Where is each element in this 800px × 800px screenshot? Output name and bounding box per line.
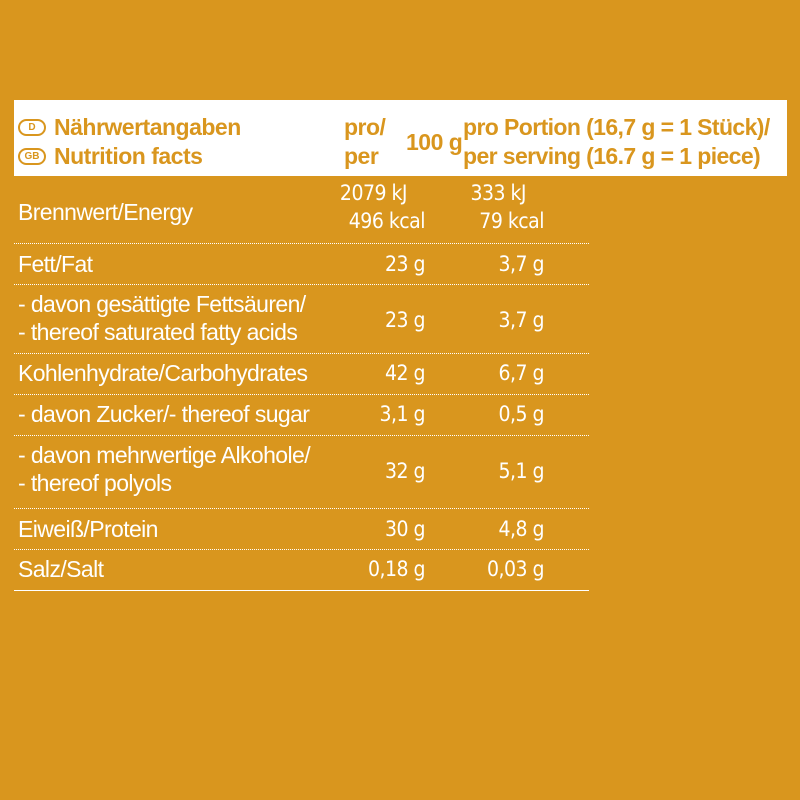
row-label-line: - thereof saturated fatty acids	[18, 319, 298, 345]
table-row-energy: Brennwert/Energy 2079 kJ 496 kcal 333 kJ 79 …	[14, 176, 589, 244]
table-row-polyols: - davon mehrwertige Alkohole/- thereof p…	[14, 436, 589, 509]
row-label: Salz/Salt	[18, 555, 104, 583]
per-100g-value-line: 42 g	[384, 361, 426, 385]
per-serving-value: 6,7 g	[498, 359, 544, 387]
english-language-badge-icon: GB	[18, 147, 46, 165]
per-serving-header-en: per serving (16.7 g = 1 piece)	[463, 143, 761, 169]
per-100g-value: 32 g	[384, 457, 426, 485]
row-label-line: Eiweiß/Protein	[18, 516, 158, 542]
per-100g-unit: 100 g	[406, 129, 463, 155]
row-label: Fett/Fat	[18, 250, 93, 278]
per-100g-value-line: 0,18 g	[367, 557, 426, 581]
row-label: Eiweiß/Protein	[18, 515, 158, 543]
per-serving-value: 0,5 g	[498, 400, 544, 428]
per-100g-value-line: 3,1 g	[379, 402, 425, 426]
per-serving-value-line: 5,1 g	[498, 459, 544, 483]
per-serving-value-line: 4,8 g	[498, 517, 544, 541]
row-label-line: - davon mehrwertige Alkohole/	[18, 442, 311, 468]
per-serving-value-line: 3,7 g	[498, 252, 544, 276]
per-serving-value-line: 79 kcal	[479, 209, 544, 233]
per-100g-value-line: 30 g	[384, 517, 426, 541]
per-serving-value-line: 6,7 g	[498, 361, 544, 385]
per-serving-value-line: 3,7 g	[498, 308, 544, 332]
per-serving-value: 5,1 g	[498, 457, 544, 485]
table-row-salt: Salz/Salt 0,18 g 0,03 g	[14, 550, 589, 591]
row-label: - davon gesättigte Fettsäuren/- thereof …	[18, 290, 306, 346]
nutrition-rows: Brennwert/Energy 2079 kJ 496 kcal 333 kJ 79 …	[14, 176, 589, 591]
row-label: - davon mehrwertige Alkohole/- thereof p…	[18, 441, 311, 497]
per-serving-value-line: 0,03 g	[486, 557, 545, 581]
per-100g-value-line: 2079 kJ	[339, 181, 408, 205]
english-title-line: GB Nutrition facts	[18, 142, 203, 170]
per-100g-value-line: 496 kcal	[348, 209, 426, 233]
per-100g-value-line: 23 g	[384, 308, 426, 332]
row-label-line: - davon Zucker/- thereof sugar	[18, 401, 310, 427]
german-title: Nährwertangaben	[54, 113, 241, 140]
per-serving-value: 3,7 g	[498, 306, 544, 334]
per-serving-value: 333 kJ 79 kcal	[470, 179, 544, 235]
per-100g-value: 23 g	[384, 306, 426, 334]
per-100g-value: 2079 kJ 496 kcal	[339, 179, 426, 235]
per-100g-header-de: pro/	[344, 114, 386, 140]
german-language-badge-icon: D	[18, 118, 46, 136]
per-100g-value: 0,18 g	[367, 555, 426, 583]
per-serving-value: 4,8 g	[498, 515, 544, 543]
table-header: D Nährwertangaben GB Nutrition facts pro…	[14, 100, 787, 176]
row-label: - davon Zucker/- thereof sugar	[18, 400, 310, 428]
per-100g-value-line: 32 g	[384, 459, 426, 483]
english-title: Nutrition facts	[54, 142, 203, 169]
row-label-line: Kohlenhydrate/Carbohydrates	[18, 360, 308, 386]
per-serving-header: pro Portion (16,7 g = 1 Stück)/ per serv…	[463, 113, 770, 171]
per-serving-value-line: 333 kJ	[470, 181, 526, 205]
row-label-line: Fett/Fat	[18, 251, 93, 277]
german-title-line: D Nährwertangaben	[18, 113, 241, 141]
row-label: Brennwert/Energy	[18, 198, 193, 226]
row-label-line: Salz/Salt	[18, 556, 104, 582]
per-serving-value-line: 0,5 g	[498, 402, 544, 426]
per-100g-value: 42 g	[384, 359, 426, 387]
table-row-carbohydrates: Kohlenhydrate/Carbohydrates 42 g 6,7 g	[14, 354, 589, 395]
per-100g-value-line: 23 g	[384, 252, 426, 276]
per-serving-header-de: pro Portion (16,7 g = 1 Stück)/	[463, 114, 770, 140]
per-serving-value: 0,03 g	[486, 555, 545, 583]
per-100g-header: pro/ per 100 g	[344, 113, 463, 171]
table-row-saturated-fat: - davon gesättigte Fettsäuren/- thereof …	[14, 285, 589, 354]
per-100g-header-en: per	[344, 143, 379, 169]
per-100g-value: 30 g	[384, 515, 426, 543]
per-100g-value: 3,1 g	[379, 400, 425, 428]
table-row-fat: Fett/Fat 23 g 3,7 g	[14, 244, 589, 285]
row-label-line: - thereof polyols	[18, 470, 172, 496]
row-label: Kohlenhydrate/Carbohydrates	[18, 359, 308, 387]
table-row-sugar: - davon Zucker/- thereof sugar 3,1 g 0,5 g	[14, 395, 589, 436]
row-label-line: Brennwert/Energy	[18, 199, 193, 225]
per-serving-value: 3,7 g	[498, 250, 544, 278]
row-label-line: - davon gesättigte Fettsäuren/	[18, 291, 306, 317]
table-row-protein: Eiweiß/Protein 30 g 4,8 g	[14, 509, 589, 550]
per-100g-value: 23 g	[384, 250, 426, 278]
